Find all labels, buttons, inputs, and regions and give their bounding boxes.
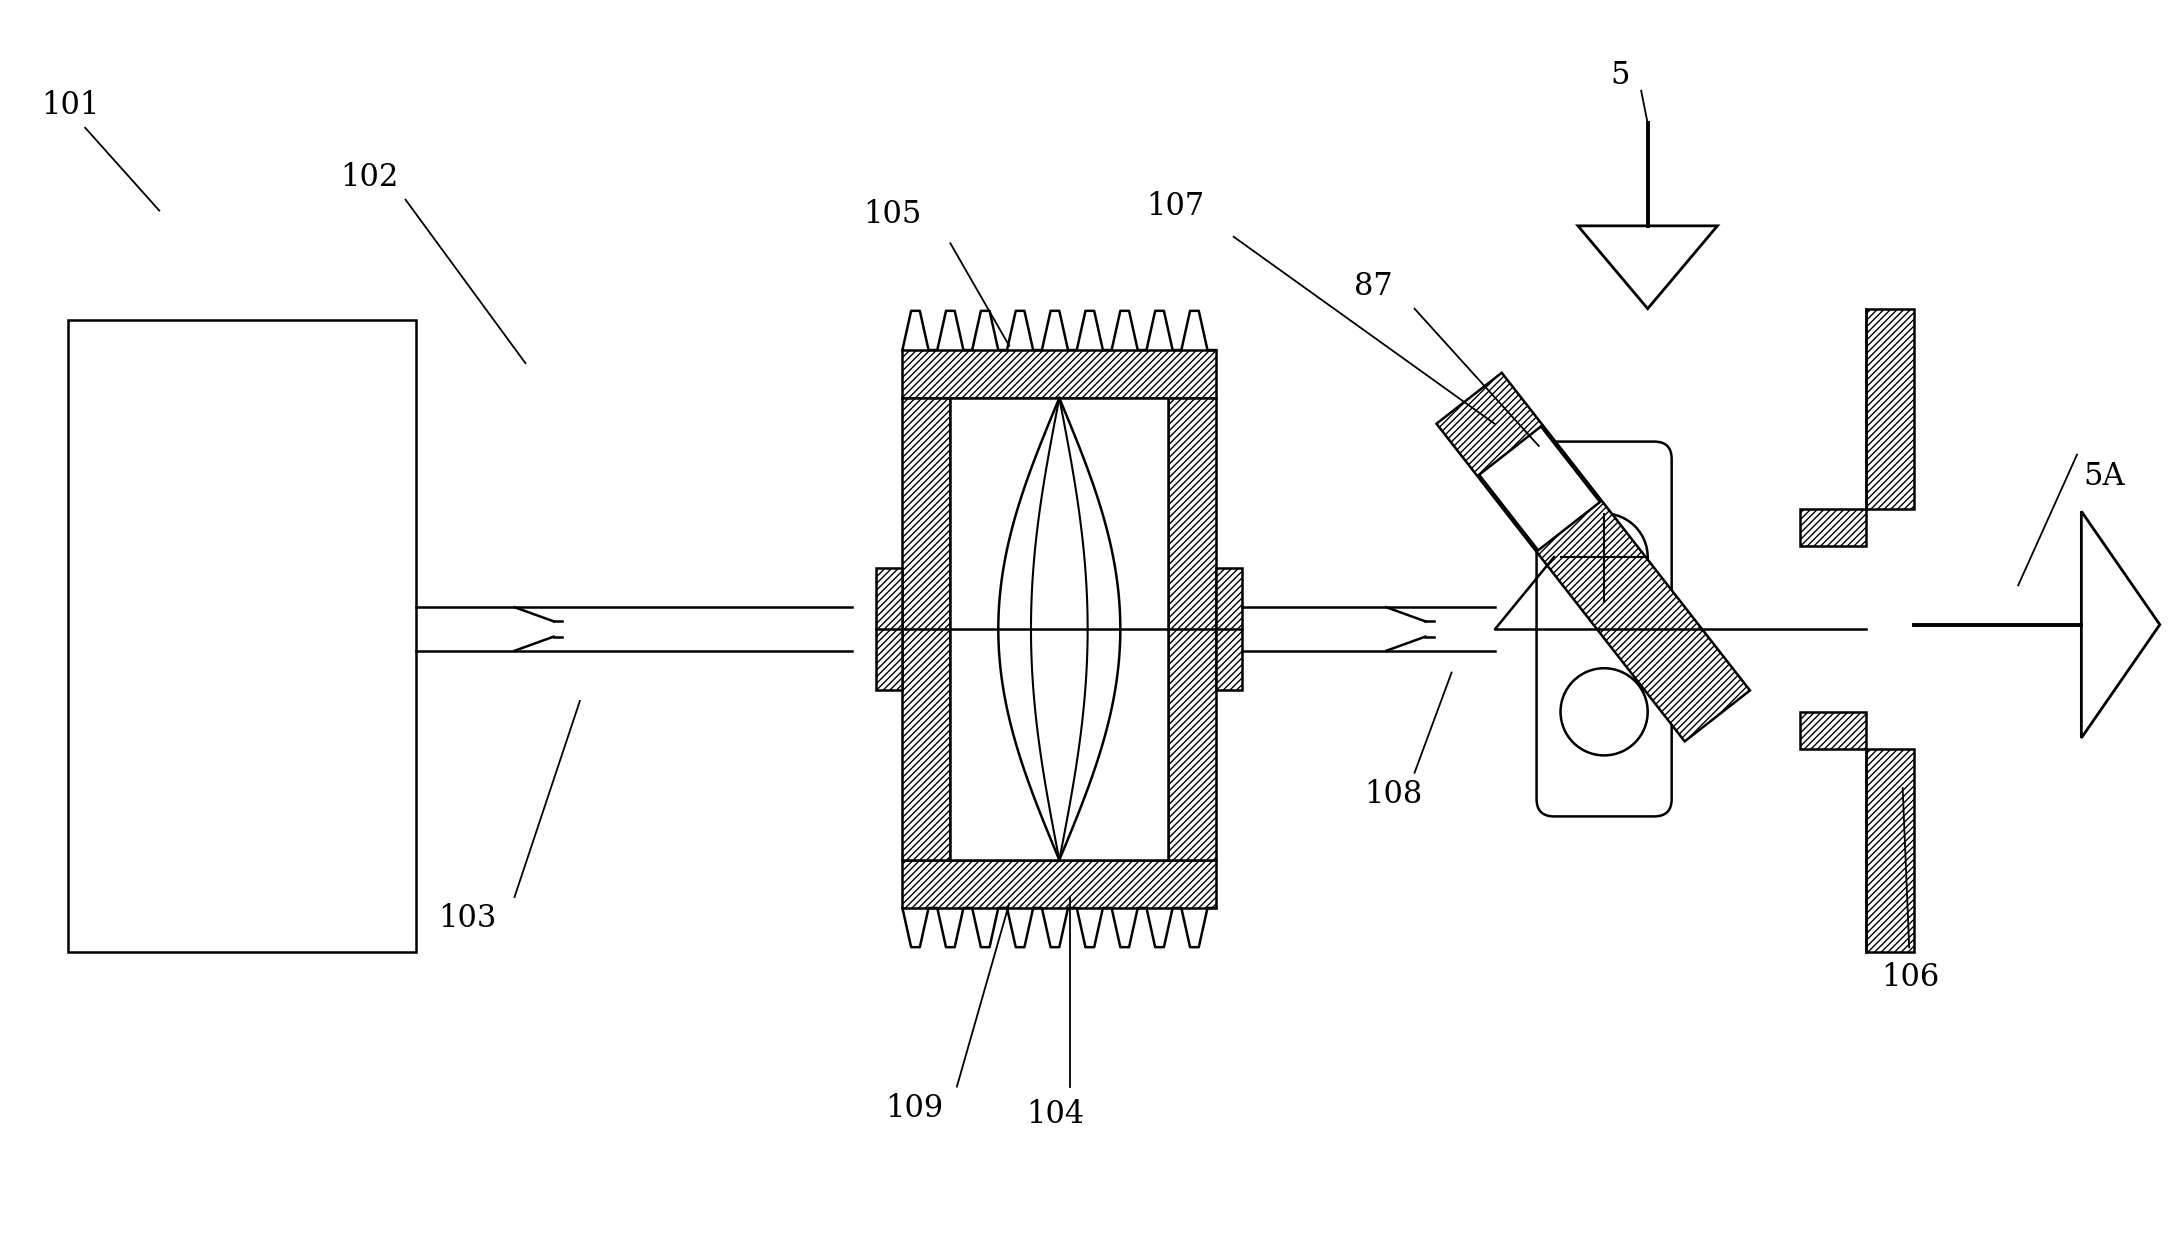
Text: 107: 107 xyxy=(1147,191,1206,221)
Polygon shape xyxy=(1437,372,1749,741)
Bar xyxy=(902,860,1216,908)
Polygon shape xyxy=(1579,226,1717,308)
Bar xyxy=(902,398,950,860)
Bar xyxy=(68,320,417,951)
Text: 104: 104 xyxy=(1026,1099,1085,1131)
Text: 5A: 5A xyxy=(2084,460,2125,492)
Bar xyxy=(1800,509,1865,546)
Text: 101: 101 xyxy=(41,91,100,122)
Polygon shape xyxy=(1479,426,1601,550)
Text: 106: 106 xyxy=(1880,962,1939,993)
Text: 108: 108 xyxy=(1365,779,1422,810)
Polygon shape xyxy=(2081,511,2160,738)
Text: 102: 102 xyxy=(341,162,397,194)
Circle shape xyxy=(1562,668,1647,755)
Circle shape xyxy=(1562,513,1647,600)
Bar xyxy=(1800,712,1865,749)
Bar xyxy=(876,567,902,691)
Text: 103: 103 xyxy=(439,903,496,935)
Text: 105: 105 xyxy=(863,200,922,230)
Bar xyxy=(902,350,1216,398)
Bar xyxy=(1168,398,1216,860)
Bar xyxy=(1216,567,1243,691)
Text: 87: 87 xyxy=(1354,272,1391,302)
Text: 5: 5 xyxy=(1610,60,1629,91)
Bar xyxy=(1865,308,1913,509)
Text: 109: 109 xyxy=(885,1093,943,1123)
Bar xyxy=(950,398,1168,860)
Bar xyxy=(1865,749,1913,951)
